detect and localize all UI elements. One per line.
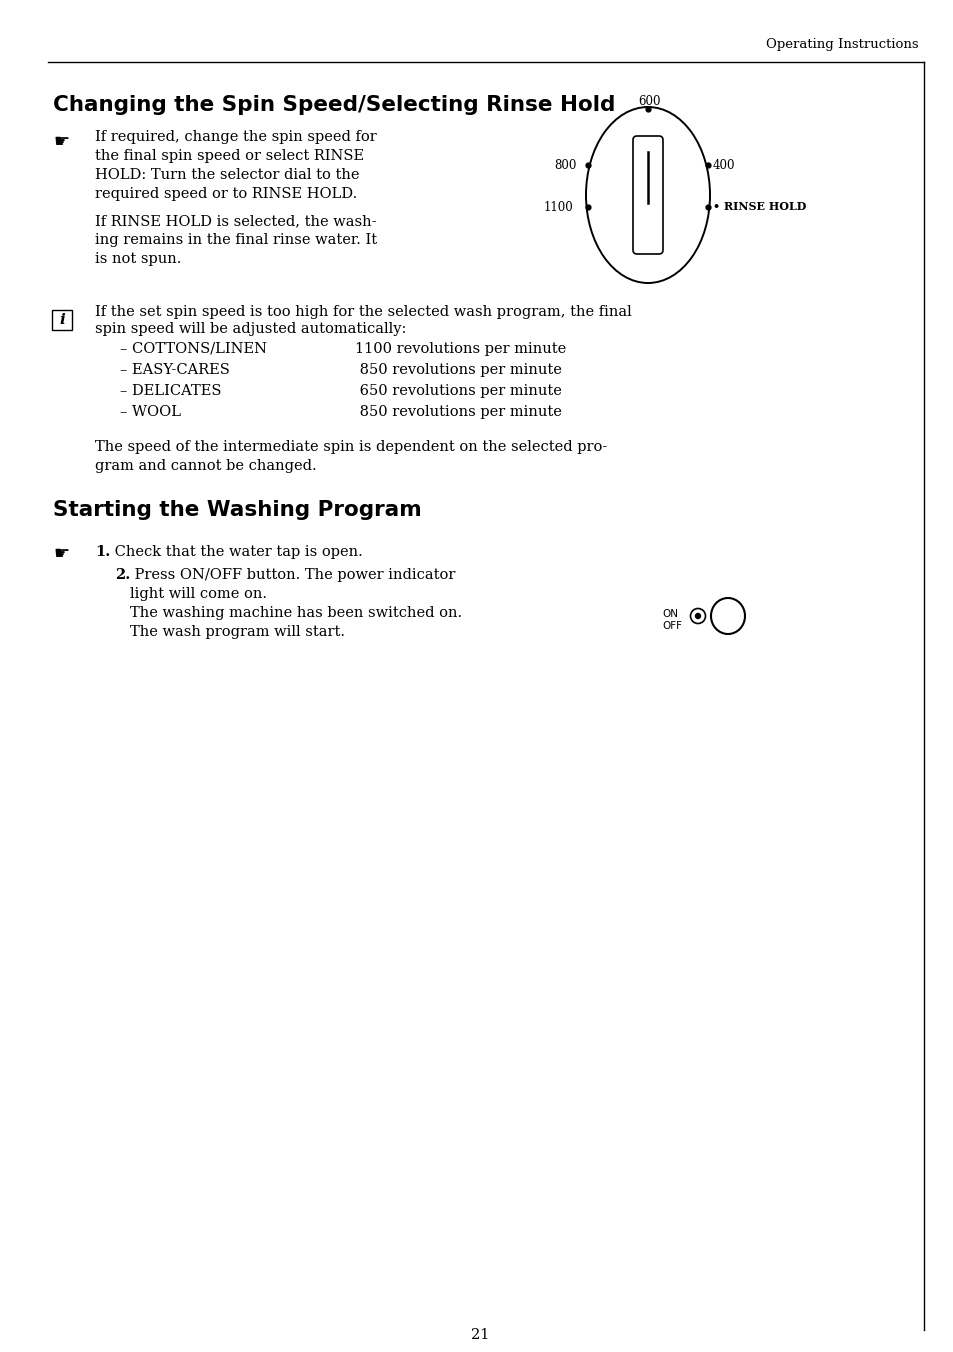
Text: Press ON/OFF button. The power indicator: Press ON/OFF button. The power indicator bbox=[130, 568, 455, 581]
Text: 800: 800 bbox=[554, 160, 576, 172]
Text: If required, change the spin speed for: If required, change the spin speed for bbox=[95, 130, 376, 145]
Text: ON: ON bbox=[661, 608, 678, 619]
Text: – EASY-CARES: – EASY-CARES bbox=[120, 362, 230, 377]
Text: OFF: OFF bbox=[661, 621, 681, 631]
Text: Starting the Washing Program: Starting the Washing Program bbox=[53, 500, 421, 521]
Text: 600: 600 bbox=[638, 95, 659, 108]
Text: – WOOL: – WOOL bbox=[120, 406, 181, 419]
Text: – COTTONS/LINEN: – COTTONS/LINEN bbox=[120, 342, 267, 356]
FancyBboxPatch shape bbox=[633, 137, 662, 254]
Text: The wash program will start.: The wash program will start. bbox=[130, 625, 345, 639]
Text: i: i bbox=[59, 314, 65, 327]
Text: 850 revolutions per minute: 850 revolutions per minute bbox=[355, 362, 561, 377]
Text: • RINSE HOLD: • RINSE HOLD bbox=[712, 201, 805, 212]
Text: 650 revolutions per minute: 650 revolutions per minute bbox=[355, 384, 561, 397]
Text: the final spin speed or select RINSE: the final spin speed or select RINSE bbox=[95, 149, 364, 164]
Text: is not spun.: is not spun. bbox=[95, 251, 181, 266]
Text: 1.: 1. bbox=[95, 545, 111, 558]
Text: spin speed will be adjusted automatically:: spin speed will be adjusted automaticall… bbox=[95, 322, 406, 337]
Text: 1100: 1100 bbox=[543, 201, 573, 214]
Text: The speed of the intermediate spin is dependent on the selected pro-: The speed of the intermediate spin is de… bbox=[95, 439, 607, 454]
Text: light will come on.: light will come on. bbox=[130, 587, 267, 602]
Text: If RINSE HOLD is selected, the wash-: If RINSE HOLD is selected, the wash- bbox=[95, 214, 376, 228]
Text: Operating Instructions: Operating Instructions bbox=[765, 38, 918, 51]
Text: Check that the water tap is open.: Check that the water tap is open. bbox=[110, 545, 362, 558]
Text: ☛: ☛ bbox=[53, 132, 69, 151]
Text: 2.: 2. bbox=[115, 568, 131, 581]
Text: HOLD: Turn the selector dial to the: HOLD: Turn the selector dial to the bbox=[95, 168, 359, 183]
Text: required speed or to RINSE HOLD.: required speed or to RINSE HOLD. bbox=[95, 187, 356, 201]
Text: 1100 revolutions per minute: 1100 revolutions per minute bbox=[355, 342, 566, 356]
Text: Changing the Spin Speed/Selecting Rinse Hold: Changing the Spin Speed/Selecting Rinse … bbox=[53, 95, 615, 115]
Text: If the set spin speed is too high for the selected wash program, the final: If the set spin speed is too high for th… bbox=[95, 306, 631, 319]
Text: The washing machine has been switched on.: The washing machine has been switched on… bbox=[130, 606, 461, 621]
Text: 400: 400 bbox=[712, 160, 735, 172]
Text: – DELICATES: – DELICATES bbox=[120, 384, 221, 397]
Text: ☛: ☛ bbox=[53, 545, 69, 562]
Text: 21: 21 bbox=[471, 1328, 489, 1343]
Text: ing remains in the final rinse water. It: ing remains in the final rinse water. It bbox=[95, 233, 376, 247]
Circle shape bbox=[695, 614, 700, 618]
Text: 850 revolutions per minute: 850 revolutions per minute bbox=[355, 406, 561, 419]
Text: gram and cannot be changed.: gram and cannot be changed. bbox=[95, 458, 316, 473]
